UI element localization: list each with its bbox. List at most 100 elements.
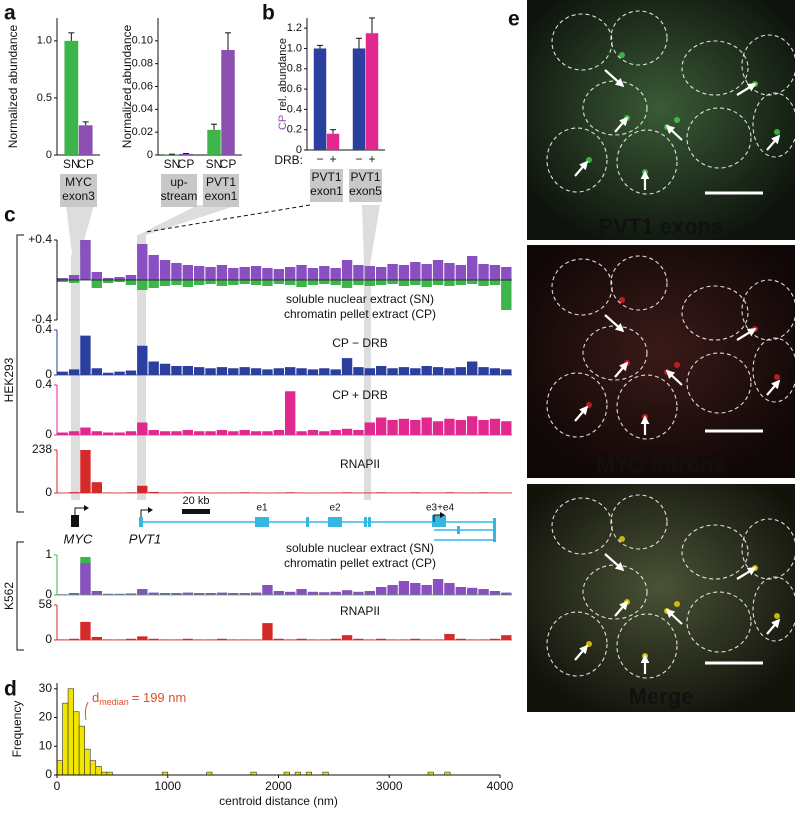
arrow xyxy=(604,553,625,572)
cell-outline xyxy=(582,80,648,136)
signal-bar xyxy=(319,266,330,280)
category-box xyxy=(310,169,343,202)
signal-bar xyxy=(262,280,273,286)
series-label: CP xyxy=(178,157,195,171)
signal-bar xyxy=(171,431,182,435)
signal-bar xyxy=(467,361,478,375)
signal-bar xyxy=(307,430,319,435)
y-tick-label: 0 xyxy=(296,144,302,156)
signal-bar xyxy=(455,420,466,435)
signal-bar xyxy=(125,593,137,595)
y-tick-label: -0.4 xyxy=(31,312,52,326)
signal-bar xyxy=(467,280,478,284)
y-tick-label: 10 xyxy=(39,738,53,752)
image-label: Merge xyxy=(629,684,694,709)
annotation-part: median xyxy=(99,697,129,707)
signal-bar xyxy=(432,260,444,280)
signal-bar xyxy=(364,266,375,280)
signal-bar xyxy=(262,268,273,280)
series-label: CP xyxy=(220,157,237,171)
signal-bar xyxy=(319,280,330,284)
signal-bar xyxy=(250,280,262,285)
signal-bar xyxy=(410,280,421,285)
category-label: exon5 xyxy=(349,184,382,198)
signal-bar xyxy=(80,240,91,280)
signal-bar xyxy=(364,591,375,595)
arrow xyxy=(766,134,781,151)
signal-bar xyxy=(421,417,432,435)
bracket xyxy=(16,541,24,651)
signal-bar xyxy=(489,368,501,375)
cell-outline xyxy=(551,497,613,555)
signal-bar xyxy=(307,591,319,595)
y-tick-label: 0.4 xyxy=(35,377,52,391)
y-tick-label: 1.0 xyxy=(37,35,52,47)
signal-bar xyxy=(205,267,216,280)
signal-bar xyxy=(171,593,182,595)
signal-bar xyxy=(205,368,216,375)
signal-bar xyxy=(421,366,432,375)
arrow xyxy=(736,83,757,96)
signal-bar xyxy=(296,638,307,640)
signal-bar xyxy=(410,638,421,640)
panel-label: a xyxy=(4,2,16,25)
signal-bar xyxy=(478,280,489,286)
signal-bar xyxy=(114,280,125,282)
exon-label: e1 xyxy=(256,503,268,514)
signal-bar xyxy=(182,638,193,640)
highlight-stripe xyxy=(71,255,80,500)
signal-bar xyxy=(330,268,341,280)
bar xyxy=(179,153,193,155)
cell-outline xyxy=(752,576,798,642)
signal-bar xyxy=(489,638,501,640)
signal-bar xyxy=(398,280,410,286)
signal-bar xyxy=(68,593,80,595)
spot xyxy=(774,374,780,380)
callout-line xyxy=(145,204,311,233)
y-axis-label-part: rel. abundance xyxy=(277,38,289,111)
signal-bar xyxy=(353,280,364,285)
signal-bar xyxy=(296,431,307,435)
panel-label: c xyxy=(4,204,16,227)
y-axis-label: Normalized abundance xyxy=(120,24,134,148)
signal-bar xyxy=(182,280,193,287)
signal-bar xyxy=(228,280,239,285)
signal-bar xyxy=(387,585,398,595)
signal-bar xyxy=(194,266,205,280)
signal-bar xyxy=(307,280,319,285)
callout xyxy=(66,205,94,255)
signal-bar xyxy=(182,366,193,375)
histogram-bar xyxy=(56,760,63,776)
cell-outline xyxy=(610,255,668,311)
signal-bar xyxy=(273,269,284,280)
track-label: chromatin pellet extract (CP) xyxy=(284,556,436,570)
signal-bar xyxy=(239,280,250,284)
signal-bar xyxy=(387,368,398,375)
signal-bar xyxy=(410,420,421,435)
arrow xyxy=(665,124,683,141)
signal-bar xyxy=(387,264,398,280)
signal-bar xyxy=(262,369,273,375)
signal-bar xyxy=(273,368,284,375)
spot xyxy=(674,362,680,368)
signal-bar xyxy=(432,579,444,595)
signal-bar xyxy=(387,420,398,435)
signal-bar xyxy=(330,369,341,375)
y-tick-label: 0 xyxy=(46,149,52,161)
signal-bar xyxy=(250,592,262,595)
signal-bar xyxy=(341,428,353,435)
bar xyxy=(365,33,379,150)
signal-bar xyxy=(216,265,228,280)
y-tick-label: 0 xyxy=(45,427,52,441)
signal-bar xyxy=(262,431,273,435)
exon-label: e3+e4 xyxy=(426,503,455,514)
signal-bar xyxy=(478,420,489,435)
legend-title: DRB: xyxy=(274,153,303,167)
y-axis-label-part: CP xyxy=(277,115,289,130)
signal-bar xyxy=(353,638,364,640)
gene-label: PVT1 xyxy=(129,531,162,546)
arrow xyxy=(614,361,629,378)
micrograph xyxy=(527,245,795,478)
cell-outline xyxy=(616,129,678,195)
scale-bar-label: 20 kb xyxy=(183,495,210,507)
